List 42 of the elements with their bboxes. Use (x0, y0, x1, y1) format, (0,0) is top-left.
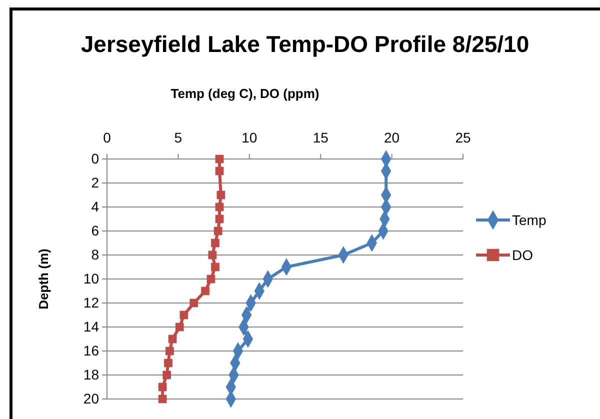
point (180, 310, 188, 320)
y-tick-label: 10 (83, 270, 100, 286)
x-axis-title: Temp (deg C), DO (ppm) (170, 86, 320, 101)
y-tick-label: 4 (91, 198, 100, 214)
y-tick-label: 20 (83, 390, 100, 406)
point (164, 358, 172, 368)
x-tick-label: 15 (312, 130, 329, 146)
y-axis-title: Depth (m) (36, 248, 51, 310)
point (168, 334, 177, 344)
point (201, 286, 210, 296)
point (211, 262, 220, 272)
y-tick-label: 8 (91, 246, 100, 262)
point (158, 394, 167, 404)
legend-label: DO (512, 247, 534, 263)
point (175, 322, 184, 332)
chart-title: Jerseyfield Lake Temp-DO Profile 8/25/10 (80, 31, 530, 57)
point (215, 166, 224, 176)
x-tick-label: 20 (384, 130, 400, 146)
point (162, 370, 171, 380)
y-tick-label: 6 (91, 222, 100, 238)
point (215, 214, 224, 224)
point (190, 298, 198, 308)
y-tick-label: 16 (83, 342, 100, 358)
point (158, 382, 167, 392)
x-tick-label: 5 (174, 130, 182, 146)
x-tick-label: 0 (103, 130, 112, 146)
point (215, 154, 224, 164)
point (208, 250, 217, 260)
point (211, 238, 220, 248)
point (215, 202, 224, 212)
y-tick-label: 12 (83, 294, 100, 310)
y-tick-label: 2 (91, 174, 100, 190)
x-tick-label: 10 (242, 130, 258, 146)
x-tick-label: 25 (455, 130, 471, 146)
y-tick-label: 18 (83, 366, 100, 382)
legend-label: Temp (512, 212, 546, 228)
y-tick-label: 0 (91, 150, 100, 166)
point (165, 346, 174, 356)
point (214, 226, 222, 236)
point (206, 274, 216, 284)
y-tick-label: 14 (83, 318, 100, 334)
point (216, 190, 226, 200)
